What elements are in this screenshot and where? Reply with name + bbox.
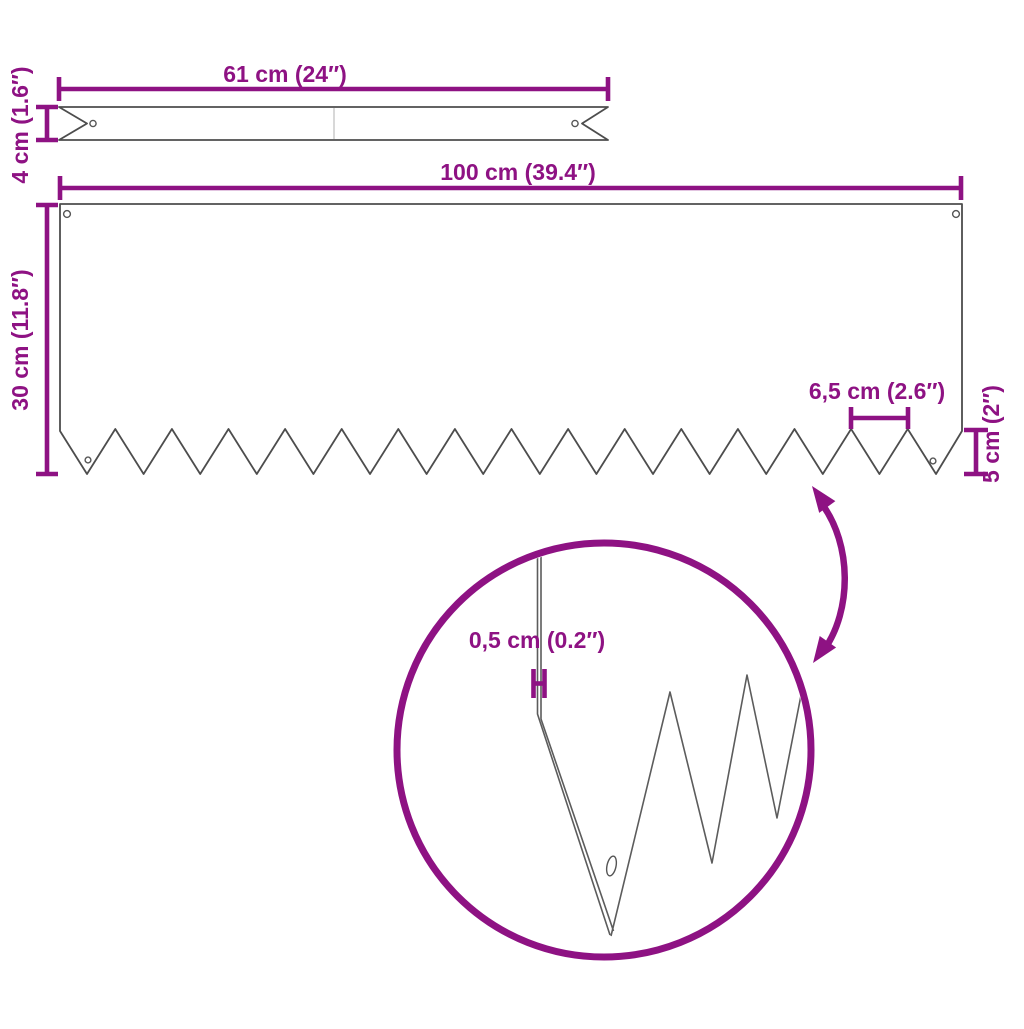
panel-outline [59,203,963,475]
strip-hole-left [89,119,97,128]
tooth-height-dimension: 5 cm (2″) [964,385,1004,483]
panel-front-view [59,203,963,475]
strip-length-dimension: 61 cm (24″) [56,61,611,101]
panel-width-label: 100 cm (39.4″) [440,159,596,185]
strip-height-label: 4 cm (1.6″) [7,66,33,183]
strip-length-label: 61 cm (24″) [223,61,347,87]
lens-content [536,547,805,937]
strip-height-dimension: 4 cm (1.6″) [7,66,58,184]
panel-hole-top-right [951,209,961,219]
panel-width-dimension: 100 cm (39.4″) [57,159,964,200]
detail-lens: 0,5 cm (0.2″) [393,539,815,961]
arrowhead-top-icon [812,486,836,513]
strip-hole-right [571,119,579,128]
arrowhead-bottom-icon [813,635,837,663]
lens-spike-hole [605,855,618,877]
panel-height-dimension: 30 cm (11.8″) [7,202,58,477]
zoom-callout-arrow [812,486,848,663]
tooth-height-label: 5 cm (2″) [978,385,1004,483]
lens-section-left-line [536,547,611,936]
lens-section-right-line [540,547,615,932]
strip-side-view [58,106,609,141]
panel-hole-top-left [62,209,72,219]
thickness-dimension: 0,5 cm (0.2″) [469,627,605,698]
thickness-label: 0,5 cm (0.2″) [469,627,605,653]
tooth-pitch-dimension: 6,5 cm (2.6″) [809,378,945,429]
panel-hole-bottom-right [929,457,937,465]
tooth-pitch-label: 6,5 cm (2.6″) [809,378,945,404]
lens-circle [393,539,815,961]
panel-hole-bottom-left [84,456,92,464]
panel-height-label: 30 cm (11.8″) [7,269,33,410]
lens-zigzag-line [610,674,805,937]
